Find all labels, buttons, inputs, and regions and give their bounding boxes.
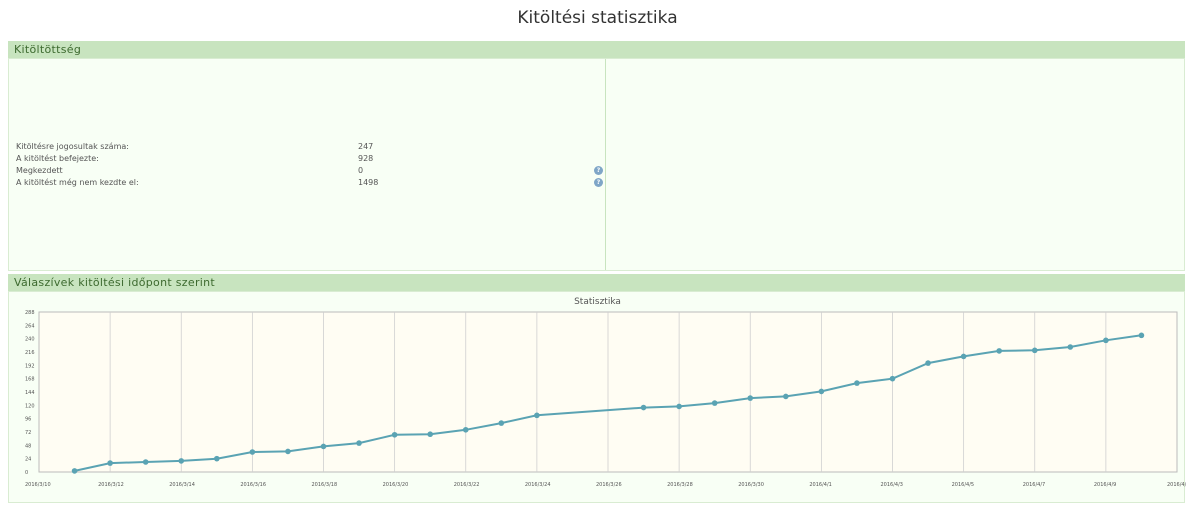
completion-chart-area (606, 59, 1184, 270)
help-icon[interactable]: ? (594, 166, 603, 175)
stat-value: 1498 (358, 178, 379, 187)
x-tick-label: 2016/4/11 (1167, 482, 1186, 488)
data-point (925, 360, 931, 366)
y-tick-label: 48 (25, 443, 31, 449)
stat-label: Megkezdett (16, 166, 63, 175)
y-tick-label: 120 (25, 403, 35, 409)
data-point (640, 404, 647, 411)
stat-row-eligible: Kitöltésre jogosultak száma: 247 (16, 142, 606, 153)
data-point (498, 420, 505, 426)
page-title: Kitöltési statisztika (517, 8, 678, 28)
data-point (320, 443, 327, 450)
completion-stats-panel: Kitöltésre jogosultak száma: 247 A kitöl… (9, 59, 606, 270)
responses-chart: Statisztika 0 24 48 72 96 120 144 168 192 216 240 2… (9, 292, 1186, 488)
data-point (462, 426, 469, 433)
x-tick-label: 2016/3/18 (312, 482, 338, 488)
data-point (178, 458, 185, 464)
x-tick-label: 2016/4/9 (1094, 482, 1116, 488)
x-tick-label: 2016/3/16 (240, 482, 266, 488)
stat-value: 928 (358, 154, 374, 163)
help-icon[interactable]: ? (594, 178, 603, 187)
data-point (996, 348, 1002, 354)
x-tick-label: 2016/3/20 (383, 482, 409, 488)
y-tick-label: 240 (25, 337, 35, 343)
x-tick-label: 2016/3/28 (667, 482, 693, 488)
data-point (889, 375, 896, 382)
x-tick-label: 2016/3/22 (454, 482, 480, 488)
x-tick-label: 2016/3/10 (25, 482, 51, 488)
responses-section: Statisztika 0 24 48 72 96 120 144 168 192 216 240 2… (8, 291, 1186, 503)
data-point (285, 448, 291, 455)
responses-section-header: Válaszívek kitöltési időpont szerint (8, 274, 1185, 292)
y-tick-label: 96 (25, 417, 31, 423)
data-point (676, 403, 682, 410)
stat-value: 247 (358, 142, 374, 151)
y-tick-label: 72 (25, 430, 31, 436)
y-tick-label: 168 (25, 377, 35, 383)
data-point (71, 468, 78, 474)
y-tick-label: 264 (25, 323, 35, 329)
line-chart: 0 24 48 72 96 120 144 168 192 216 240 264 288 2016/3/… (25, 310, 1186, 488)
x-tick-label: 2016/4/7 (1023, 482, 1045, 488)
data-point (783, 393, 789, 400)
data-point (107, 460, 113, 466)
stat-row-finished: A kitöltést befejezte: 928 (16, 154, 606, 165)
x-tick-label: 2016/3/12 (98, 482, 124, 488)
data-point (356, 440, 362, 446)
x-tick-label: 2016/3/30 (738, 482, 764, 488)
y-tick-label: 144 (25, 390, 35, 396)
chart-title: Statisztika (574, 297, 621, 307)
completion-section: Kitöltésre jogosultak száma: 247 A kitöl… (8, 58, 1185, 271)
y-tick-label: 24 (25, 457, 31, 463)
stat-row-not-started: A kitöltést még nem kezdte el: 1498 ? (16, 178, 606, 189)
data-point (1103, 337, 1109, 344)
data-point (249, 449, 256, 455)
y-tick-label: 0 (25, 470, 28, 476)
data-point (854, 380, 860, 386)
data-point (427, 431, 433, 438)
data-point (142, 459, 149, 465)
stat-label: Kitöltésre jogosultak száma: (16, 142, 129, 151)
data-point (1067, 344, 1074, 350)
completion-section-header: Kitöltöttség (8, 41, 1185, 59)
data-point (747, 395, 754, 401)
stat-label: A kitöltést befejezte: (16, 154, 99, 163)
data-point (1138, 332, 1145, 339)
y-tick-label: 288 (25, 310, 35, 316)
stat-row-started: Megkezdett 0 ? (16, 166, 606, 177)
data-point (960, 353, 967, 360)
x-tick-label: 2016/4/5 (952, 482, 974, 488)
stat-value: 0 (358, 166, 364, 175)
data-point (711, 400, 718, 406)
data-point (391, 431, 398, 438)
x-tick-label: 2016/3/24 (525, 482, 551, 488)
stat-label: A kitöltést még nem kezdte el: (16, 178, 139, 187)
y-tick-label: 192 (25, 363, 35, 369)
data-point (534, 412, 540, 419)
data-point (214, 455, 220, 462)
x-tick-label: 2016/3/26 (596, 482, 622, 488)
y-tick-label: 216 (25, 350, 35, 356)
x-tick-label: 2016/3/14 (169, 482, 195, 488)
data-point (1031, 347, 1038, 354)
x-tick-label: 2016/4/1 (809, 482, 831, 488)
data-point (818, 388, 825, 395)
x-tick-label: 2016/4/3 (881, 482, 903, 488)
